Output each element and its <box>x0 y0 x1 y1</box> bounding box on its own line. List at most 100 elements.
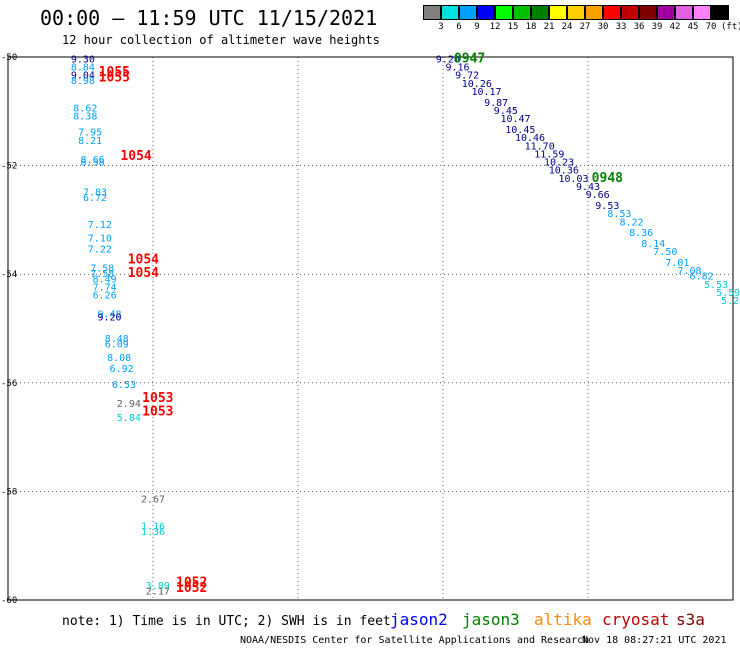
scale-label: 3 <box>438 22 444 32</box>
scale-label: 33 <box>615 22 627 32</box>
swh-label: 11.70 <box>525 141 555 152</box>
scale-label: 39 <box>651 22 663 32</box>
swh-label: 7.58 <box>90 263 114 274</box>
swh-label: 10.45 <box>505 125 535 136</box>
y-tick-label: -50 <box>1 53 17 63</box>
swh-label: 6.09 <box>105 340 129 351</box>
swh-label: 7.12 <box>88 220 112 231</box>
swh-label: 7.22 <box>88 244 112 255</box>
y-tick-label: -52 <box>1 162 17 172</box>
swh-label: 7.01 <box>665 258 689 269</box>
swh-label: 9.87 <box>484 98 508 109</box>
swh-label: 8.84 <box>71 63 95 74</box>
scale-label: 9 <box>474 22 480 32</box>
swh-label: 6.53 <box>112 380 136 391</box>
scale-label: 45 <box>687 22 699 32</box>
swh-label: 8.08 <box>107 353 131 364</box>
swh-label: 8.21 <box>78 136 102 147</box>
time-label: 0947 <box>454 51 485 66</box>
scale-label: 21 <box>543 22 555 32</box>
swh-label: 9.53 <box>595 201 619 212</box>
wave-height-map: 151821242730-50-52-54-56-58-609.308.849.… <box>1 51 740 606</box>
scale-swatch <box>459 5 477 20</box>
scale-label: 6 <box>456 22 462 32</box>
swh-label: 7.58 <box>90 269 114 280</box>
swh-label: 10.46 <box>515 133 545 144</box>
time-label: 1052 <box>176 581 207 596</box>
footer-timestamp: Nov 18 08:27:21 UTC 2021 <box>582 635 727 646</box>
swh-label: 9.04 <box>71 71 95 82</box>
satellite-jason2: jason2 <box>390 610 448 629</box>
swh-label: 1.36 <box>141 527 165 538</box>
swh-label: 5.84 <box>117 413 141 424</box>
time-label: 1055 <box>99 65 130 80</box>
scale-swatch <box>675 5 693 20</box>
swh-label: 3.89 <box>146 581 170 592</box>
swh-label: 10.36 <box>549 166 579 177</box>
swh-label: 9.48 <box>97 310 121 321</box>
scale-label: 30 <box>597 22 609 32</box>
scale-swatch <box>423 5 441 20</box>
swh-label: 10.26 <box>462 79 492 90</box>
scale-swatch <box>549 5 567 20</box>
y-tick-label: -58 <box>1 487 17 497</box>
swh-label: 10.47 <box>500 114 530 125</box>
swh-label: 9.16 <box>445 63 469 74</box>
scale-swatch <box>621 5 639 20</box>
time-label: 1054 <box>128 252 159 267</box>
swh-label: 7.83 <box>83 187 107 198</box>
swh-label: 5.24 <box>721 296 740 307</box>
time-label: 1054 <box>120 149 151 164</box>
swh-label: 9.45 <box>494 106 518 117</box>
swh-label: 10.17 <box>471 87 501 98</box>
swh-label: 8.38 <box>73 111 97 122</box>
footer-org: NOAA/NESDIS Center for Satellite Applica… <box>240 635 590 646</box>
satellite-s3a: s3a <box>676 610 705 629</box>
scale-label: 24 <box>561 22 573 32</box>
scale-swatch <box>603 5 621 20</box>
swh-label: 5.59 <box>716 288 740 299</box>
swh-label: 2.17 <box>146 587 170 598</box>
time-label: 1053 <box>142 404 173 419</box>
swh-label: 8.48 <box>105 334 129 345</box>
satellite-cryosat: cryosat <box>602 610 670 629</box>
swh-label: 9.30 <box>71 54 95 65</box>
swh-label: 7.50 <box>653 247 677 258</box>
swh-label: 10.03 <box>558 174 588 185</box>
scale-swatch <box>567 5 585 20</box>
swh-label: 8.98 <box>71 76 95 87</box>
swh-label: 8.58 <box>81 158 105 169</box>
swh-label: 8.14 <box>641 239 665 250</box>
y-tick-label: -56 <box>1 379 17 389</box>
scale-swatch <box>441 5 459 20</box>
swh-label: 9.20 <box>436 54 460 65</box>
swh-label: 8.49 <box>93 274 117 285</box>
scale-label: 18 <box>525 22 537 32</box>
scale-swatch <box>693 5 711 20</box>
page-title: 00:00 – 11:59 UTC 11/15/2021 <box>40 6 378 30</box>
swh-label: 6.26 <box>93 291 117 302</box>
scale-swatch <box>513 5 531 20</box>
satellite-altika: altika <box>534 610 592 629</box>
scale-label: 12 <box>489 22 501 32</box>
swh-label: 9.20 <box>97 312 121 323</box>
swh-label: 10.23 <box>544 158 574 169</box>
swh-label: 9.43 <box>576 182 600 193</box>
swh-label: 5.53 <box>704 280 728 291</box>
time-label: 1053 <box>142 391 173 406</box>
scale-swatch <box>477 5 495 20</box>
swh-label: 8.36 <box>629 228 653 239</box>
scale-label: 36 <box>633 22 645 32</box>
scale-label: 42 <box>669 22 681 32</box>
swh-label: 1.16 <box>141 521 165 532</box>
swh-label: 9.66 <box>586 190 610 201</box>
page-subtitle: 12 hour collection of altimeter wave hei… <box>62 33 380 47</box>
swh-label: 7.95 <box>78 128 102 139</box>
swh-label: 8.22 <box>619 217 643 228</box>
scale-swatch <box>495 5 513 20</box>
swh-label: 6.82 <box>690 272 714 283</box>
swh-label: 2.94 <box>117 399 141 410</box>
swh-label: 6.72 <box>83 193 107 204</box>
scale-swatch <box>585 5 603 20</box>
y-tick-label: -60 <box>1 596 17 606</box>
